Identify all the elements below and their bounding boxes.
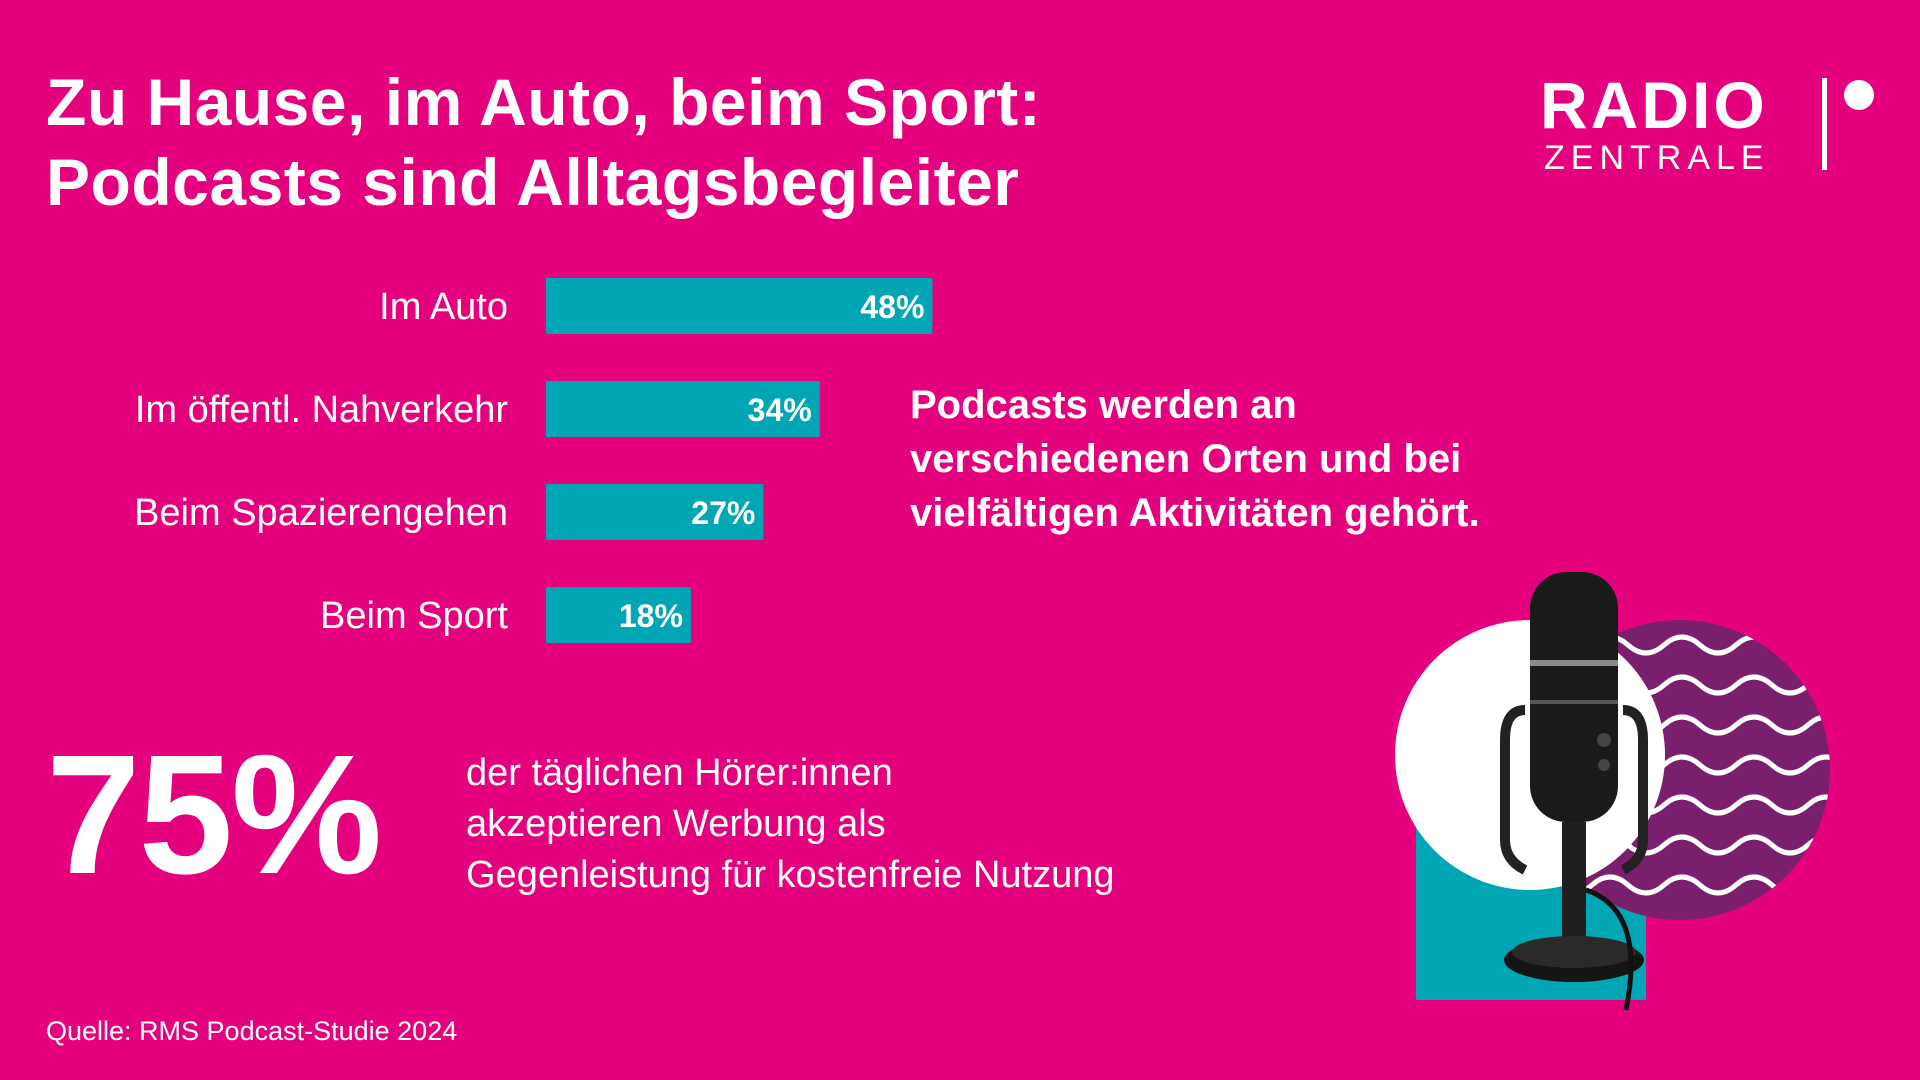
logo-zentrale-text: ZENTRALE: [1544, 139, 1770, 177]
bar-chart: Im Auto 48% Im öffentl. Nahverkehr 34% Beim …: [134, 278, 933, 643]
bar: [546, 381, 820, 437]
callout-line-3: vielfältigen Aktivitäten gehört.: [910, 491, 1480, 535]
category-label: Beim Spazierengehen: [134, 492, 508, 534]
value-label: 48%: [860, 289, 924, 325]
source-note: Quelle: RMS Podcast-Studie 2024: [46, 1016, 458, 1046]
bar: [546, 484, 764, 540]
stat-line-3: Gegenleistung für kostenfreie Nutzung: [466, 854, 1115, 896]
title-line-1: Zu Hause, im Auto, beim Sport:: [46, 65, 1042, 139]
callout-line-2: verschiedenen Orten und bei: [910, 437, 1462, 481]
page-title: Zu Hause, im Auto, beim Sport: Podcasts …: [46, 62, 1041, 222]
stat-line-1: der täglichen Hörer:innen: [466, 752, 893, 794]
value-label: 34%: [748, 392, 812, 428]
logo-radio-text: RADIO: [1540, 68, 1768, 142]
category-label: Beim Sport: [320, 595, 508, 637]
category-label: Im öffentl. Nahverkehr: [135, 389, 508, 431]
stat-value: 75%: [46, 720, 382, 910]
logo-divider: [1822, 78, 1827, 170]
radio-zentrale-logo: RADIO ZENTRALE: [1540, 70, 1880, 180]
stat-line-2: akzeptieren Werbung als: [466, 803, 886, 845]
callout-line-1: Podcasts werden an: [910, 383, 1297, 427]
microphone: [1500, 572, 1648, 1010]
bar: [546, 278, 933, 334]
stat-description: der täglichen Hörer:innen akzeptieren We…: [466, 748, 1266, 901]
podcast-microphone-icon: [1395, 572, 1830, 1010]
bar: [546, 587, 691, 643]
title-line-2: Podcasts sind Alltagsbegleiter: [46, 145, 1020, 219]
value-label: 18%: [619, 598, 683, 634]
logo-dot-icon: [1844, 80, 1874, 110]
value-label: 27%: [691, 495, 755, 531]
category-label: Im Auto: [379, 286, 508, 328]
callout-text: Podcasts werden an verschiedenen Orten u…: [910, 378, 1630, 540]
